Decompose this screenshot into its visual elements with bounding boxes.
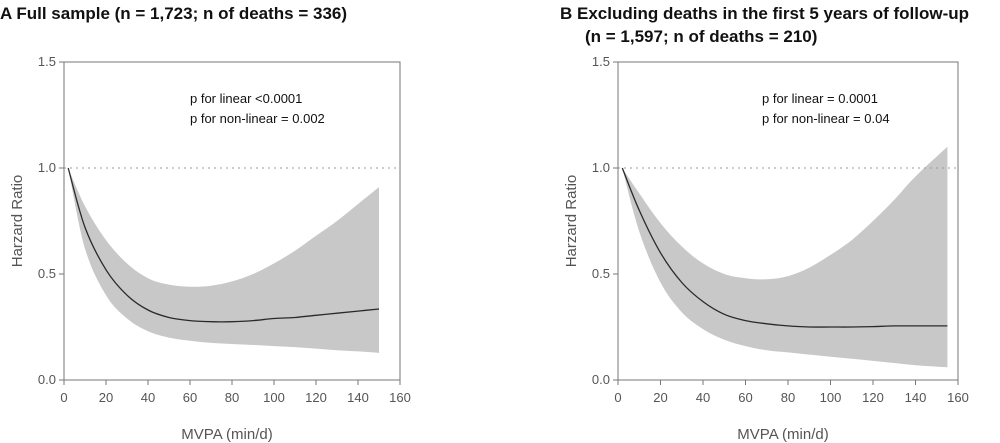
- x-tick-label: 40: [141, 390, 155, 405]
- y-tick-label: 1.0: [592, 160, 610, 175]
- x-tick-label: 80: [781, 390, 795, 405]
- y-tick-label: 1.5: [38, 54, 56, 69]
- x-tick-label: 120: [862, 390, 884, 405]
- confidence-band: [622, 146, 948, 368]
- x-tick-label: 20: [99, 390, 113, 405]
- x-tick-label: 160: [947, 390, 969, 405]
- confidence-band: [68, 168, 379, 353]
- x-tick-label: 100: [263, 390, 285, 405]
- x-tick-label: 60: [738, 390, 752, 405]
- y-tick-label: 0.5: [592, 266, 610, 281]
- x-tick-label: 120: [305, 390, 327, 405]
- panel-a-title: A Full sample (n = 1,723; n of deaths = …: [0, 4, 348, 23]
- panel-b-title: B Excluding deaths in the first 5 years …: [560, 4, 969, 23]
- y-tick-label: 0.0: [592, 372, 610, 387]
- x-tick-label: 160: [389, 390, 411, 405]
- p-value-annotation: p for non-linear = 0.04: [762, 111, 890, 126]
- x-tick-label: 100: [820, 390, 842, 405]
- y-tick-label: 0.0: [38, 372, 56, 387]
- y-axis-label: Harzard Ratio: [9, 175, 26, 268]
- hazard-ratio-line: [621, 167, 948, 328]
- p-value-annotation: p for linear <0.0001: [190, 91, 302, 106]
- x-tick-label: 140: [347, 390, 369, 405]
- x-tick-label: 40: [696, 390, 710, 405]
- chart-panel-a: 0 20 40 60 80 100 120 140 160 0.0 0.5 1.0 1.5 MVPA (m…: [9, 54, 411, 443]
- x-tick-label: 140: [905, 390, 927, 405]
- p-value-annotation: p for linear = 0.0001: [762, 91, 878, 106]
- x-tick-label: 60: [183, 390, 197, 405]
- chart-panel-b: 0 20 40 60 80 100 120 140 160 0.0 0.5 1.0 1.5 MVPA (m…: [563, 54, 969, 443]
- panel-b-subtitle: (n = 1,597; n of deaths = 210): [585, 27, 818, 46]
- x-axis-label: MVPA (min/d): [181, 426, 272, 443]
- x-tick-label: 80: [225, 390, 239, 405]
- y-tick-label: 1.5: [592, 54, 610, 69]
- x-tick-label: 0: [614, 390, 621, 405]
- y-tick-label: 1.0: [38, 160, 56, 175]
- x-tick-label: 20: [653, 390, 667, 405]
- x-axis-label: MVPA (min/d): [737, 426, 828, 443]
- y-axis-label: Harzard Ratio: [563, 175, 580, 268]
- x-tick-label: 0: [60, 390, 67, 405]
- p-value-annotation: p for non-linear = 0.002: [190, 111, 325, 126]
- hazard-ratio-line: [67, 167, 380, 323]
- y-tick-label: 0.5: [38, 266, 56, 281]
